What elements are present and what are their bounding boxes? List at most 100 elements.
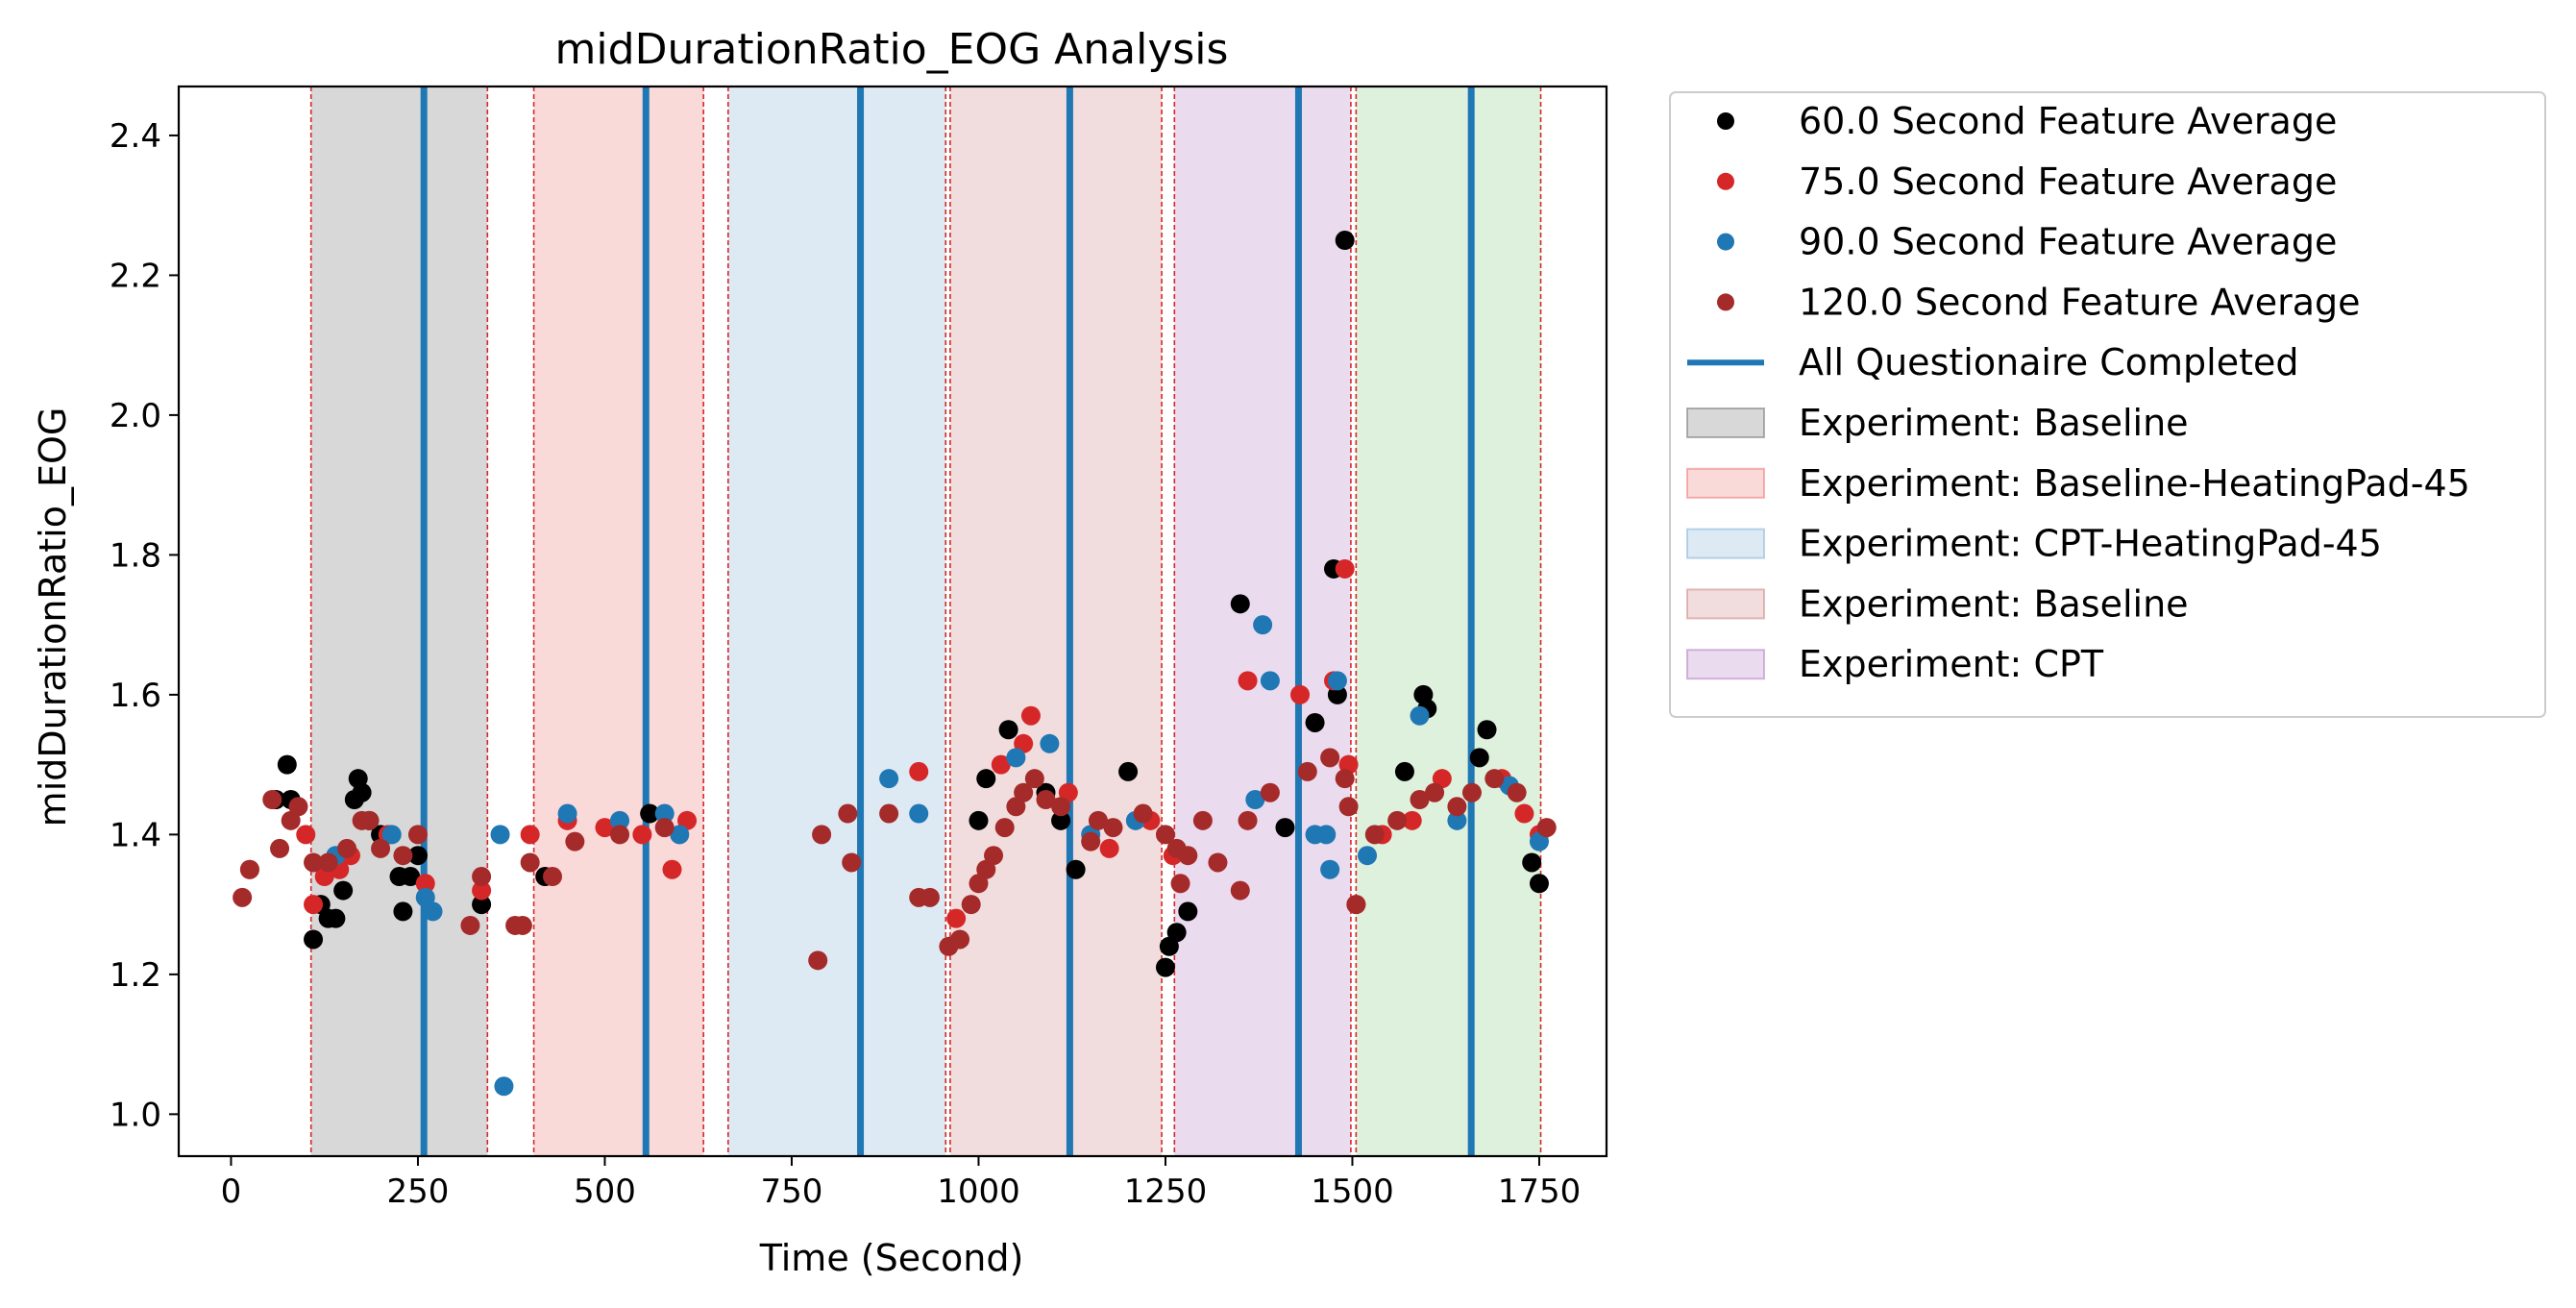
point-s1-34 (1514, 803, 1534, 824)
legend-frame (1669, 91, 2546, 718)
point-s3-62 (1410, 790, 1430, 809)
point-s2-20 (1316, 825, 1337, 845)
point-s3-50 (1192, 810, 1213, 830)
region-5 (1356, 86, 1541, 1156)
point-s0-24 (1051, 810, 1071, 830)
legend-marker-7 (1686, 528, 1765, 559)
point-s2-8 (654, 803, 675, 824)
point-s2-10 (879, 769, 899, 789)
point-s0-3 (304, 929, 324, 950)
legend-label-9: Experiment: CPT (1799, 643, 2104, 685)
y-tick-label-1: 1.2 (110, 956, 161, 995)
y-tick-label-0: 1.0 (110, 1096, 161, 1134)
point-s0-6 (326, 908, 346, 928)
y-tick-label-3: 1.6 (110, 677, 161, 715)
point-s3-56 (1320, 748, 1340, 768)
point-s3-12 (393, 846, 413, 866)
point-s3-22 (654, 818, 675, 838)
point-s3-64 (1447, 797, 1467, 817)
point-s3-38 (1014, 782, 1034, 802)
legend-label-6: Experiment: Baseline-HeatingPad-45 (1799, 462, 2470, 505)
point-s3-31 (950, 929, 970, 950)
point-s2-9 (670, 825, 690, 845)
legend-marker-0 (1717, 112, 1734, 130)
legend-marker-9 (1686, 649, 1765, 680)
legend-label-4: All Questionaire Completed (1799, 341, 2299, 383)
y-tick-label-7: 2.4 (110, 117, 161, 156)
point-s0-27 (1155, 957, 1175, 977)
point-s3-57 (1335, 769, 1355, 789)
point-s3-41 (1051, 797, 1071, 817)
point-s1-9 (520, 825, 540, 845)
point-s1-27 (1335, 558, 1355, 579)
point-s0-36 (1335, 231, 1355, 251)
point-s2-21 (1320, 859, 1340, 879)
point-s3-49 (1178, 846, 1198, 866)
point-s1-11 (595, 818, 615, 838)
point-s0-33 (1305, 712, 1325, 732)
point-s3-67 (1507, 782, 1527, 802)
point-s0-17 (472, 895, 492, 915)
x-tick-label-1: 250 (387, 1172, 450, 1211)
point-s3-68 (1536, 818, 1557, 838)
point-s2-17 (1253, 615, 1273, 635)
point-s2-7 (610, 810, 630, 830)
point-s3-54 (1260, 782, 1280, 802)
point-s2-16 (1245, 790, 1265, 809)
point-s3-15 (472, 867, 492, 887)
point-s0-40 (1469, 748, 1489, 768)
point-s0-29 (1166, 923, 1187, 943)
point-s2-6 (557, 803, 577, 824)
x-tick-label-5: 1250 (1124, 1172, 1208, 1211)
point-s3-66 (1484, 769, 1505, 789)
x-tick-label-2: 500 (574, 1172, 636, 1211)
point-s1-31 (1402, 810, 1422, 830)
point-s3-11 (371, 838, 391, 858)
point-s3-39 (1024, 769, 1044, 789)
point-s3-5 (288, 797, 308, 817)
point-s1-25 (1290, 684, 1311, 704)
point-s1-15 (909, 761, 929, 781)
legend-marker-5 (1686, 407, 1765, 438)
point-s1-21 (1099, 838, 1119, 858)
y-tick-label-5: 2.0 (110, 397, 161, 435)
point-s3-23 (808, 950, 828, 971)
point-s0-14 (393, 901, 413, 922)
point-s2-18 (1260, 671, 1280, 691)
legend-marker-2 (1717, 233, 1734, 251)
point-s0-31 (1230, 594, 1250, 614)
x-tick-label-3: 750 (761, 1172, 823, 1211)
point-s0-42 (1522, 852, 1542, 873)
point-s0-16 (407, 846, 428, 866)
legend-label-3: 120.0 Second Feature Average (1799, 281, 2361, 323)
point-s3-6 (304, 852, 324, 873)
y-tick-label-4: 1.8 (110, 536, 161, 575)
point-s2-1 (381, 825, 402, 845)
point-s2-11 (909, 803, 929, 824)
point-s1-13 (662, 859, 682, 879)
point-s2-23 (1358, 846, 1378, 866)
point-s2-5 (494, 1076, 514, 1097)
point-s3-29 (920, 887, 940, 907)
y-tick-label-6: 2.2 (110, 257, 161, 295)
point-s1-24 (1238, 671, 1258, 691)
point-s3-7 (318, 852, 338, 873)
legend-marker-1 (1717, 172, 1734, 190)
point-s0-10 (352, 782, 372, 802)
x-tick-label-6: 1500 (1311, 1172, 1394, 1211)
point-s0-26 (1118, 761, 1139, 781)
point-s0-32 (1275, 818, 1295, 838)
legend-marker-3 (1717, 293, 1734, 311)
point-s1-7 (415, 874, 435, 894)
point-s3-26 (842, 852, 862, 873)
point-s2-3 (423, 901, 443, 922)
point-s3-42 (1081, 831, 1101, 851)
point-s3-55 (1297, 761, 1317, 781)
point-s3-44 (1103, 818, 1123, 838)
legend-label-7: Experiment: CPT-HeatingPad-45 (1799, 523, 2382, 565)
point-s0-43 (1529, 874, 1549, 894)
legend-marker-8 (1686, 588, 1765, 620)
point-s3-65 (1461, 782, 1482, 802)
point-s3-19 (543, 867, 563, 887)
